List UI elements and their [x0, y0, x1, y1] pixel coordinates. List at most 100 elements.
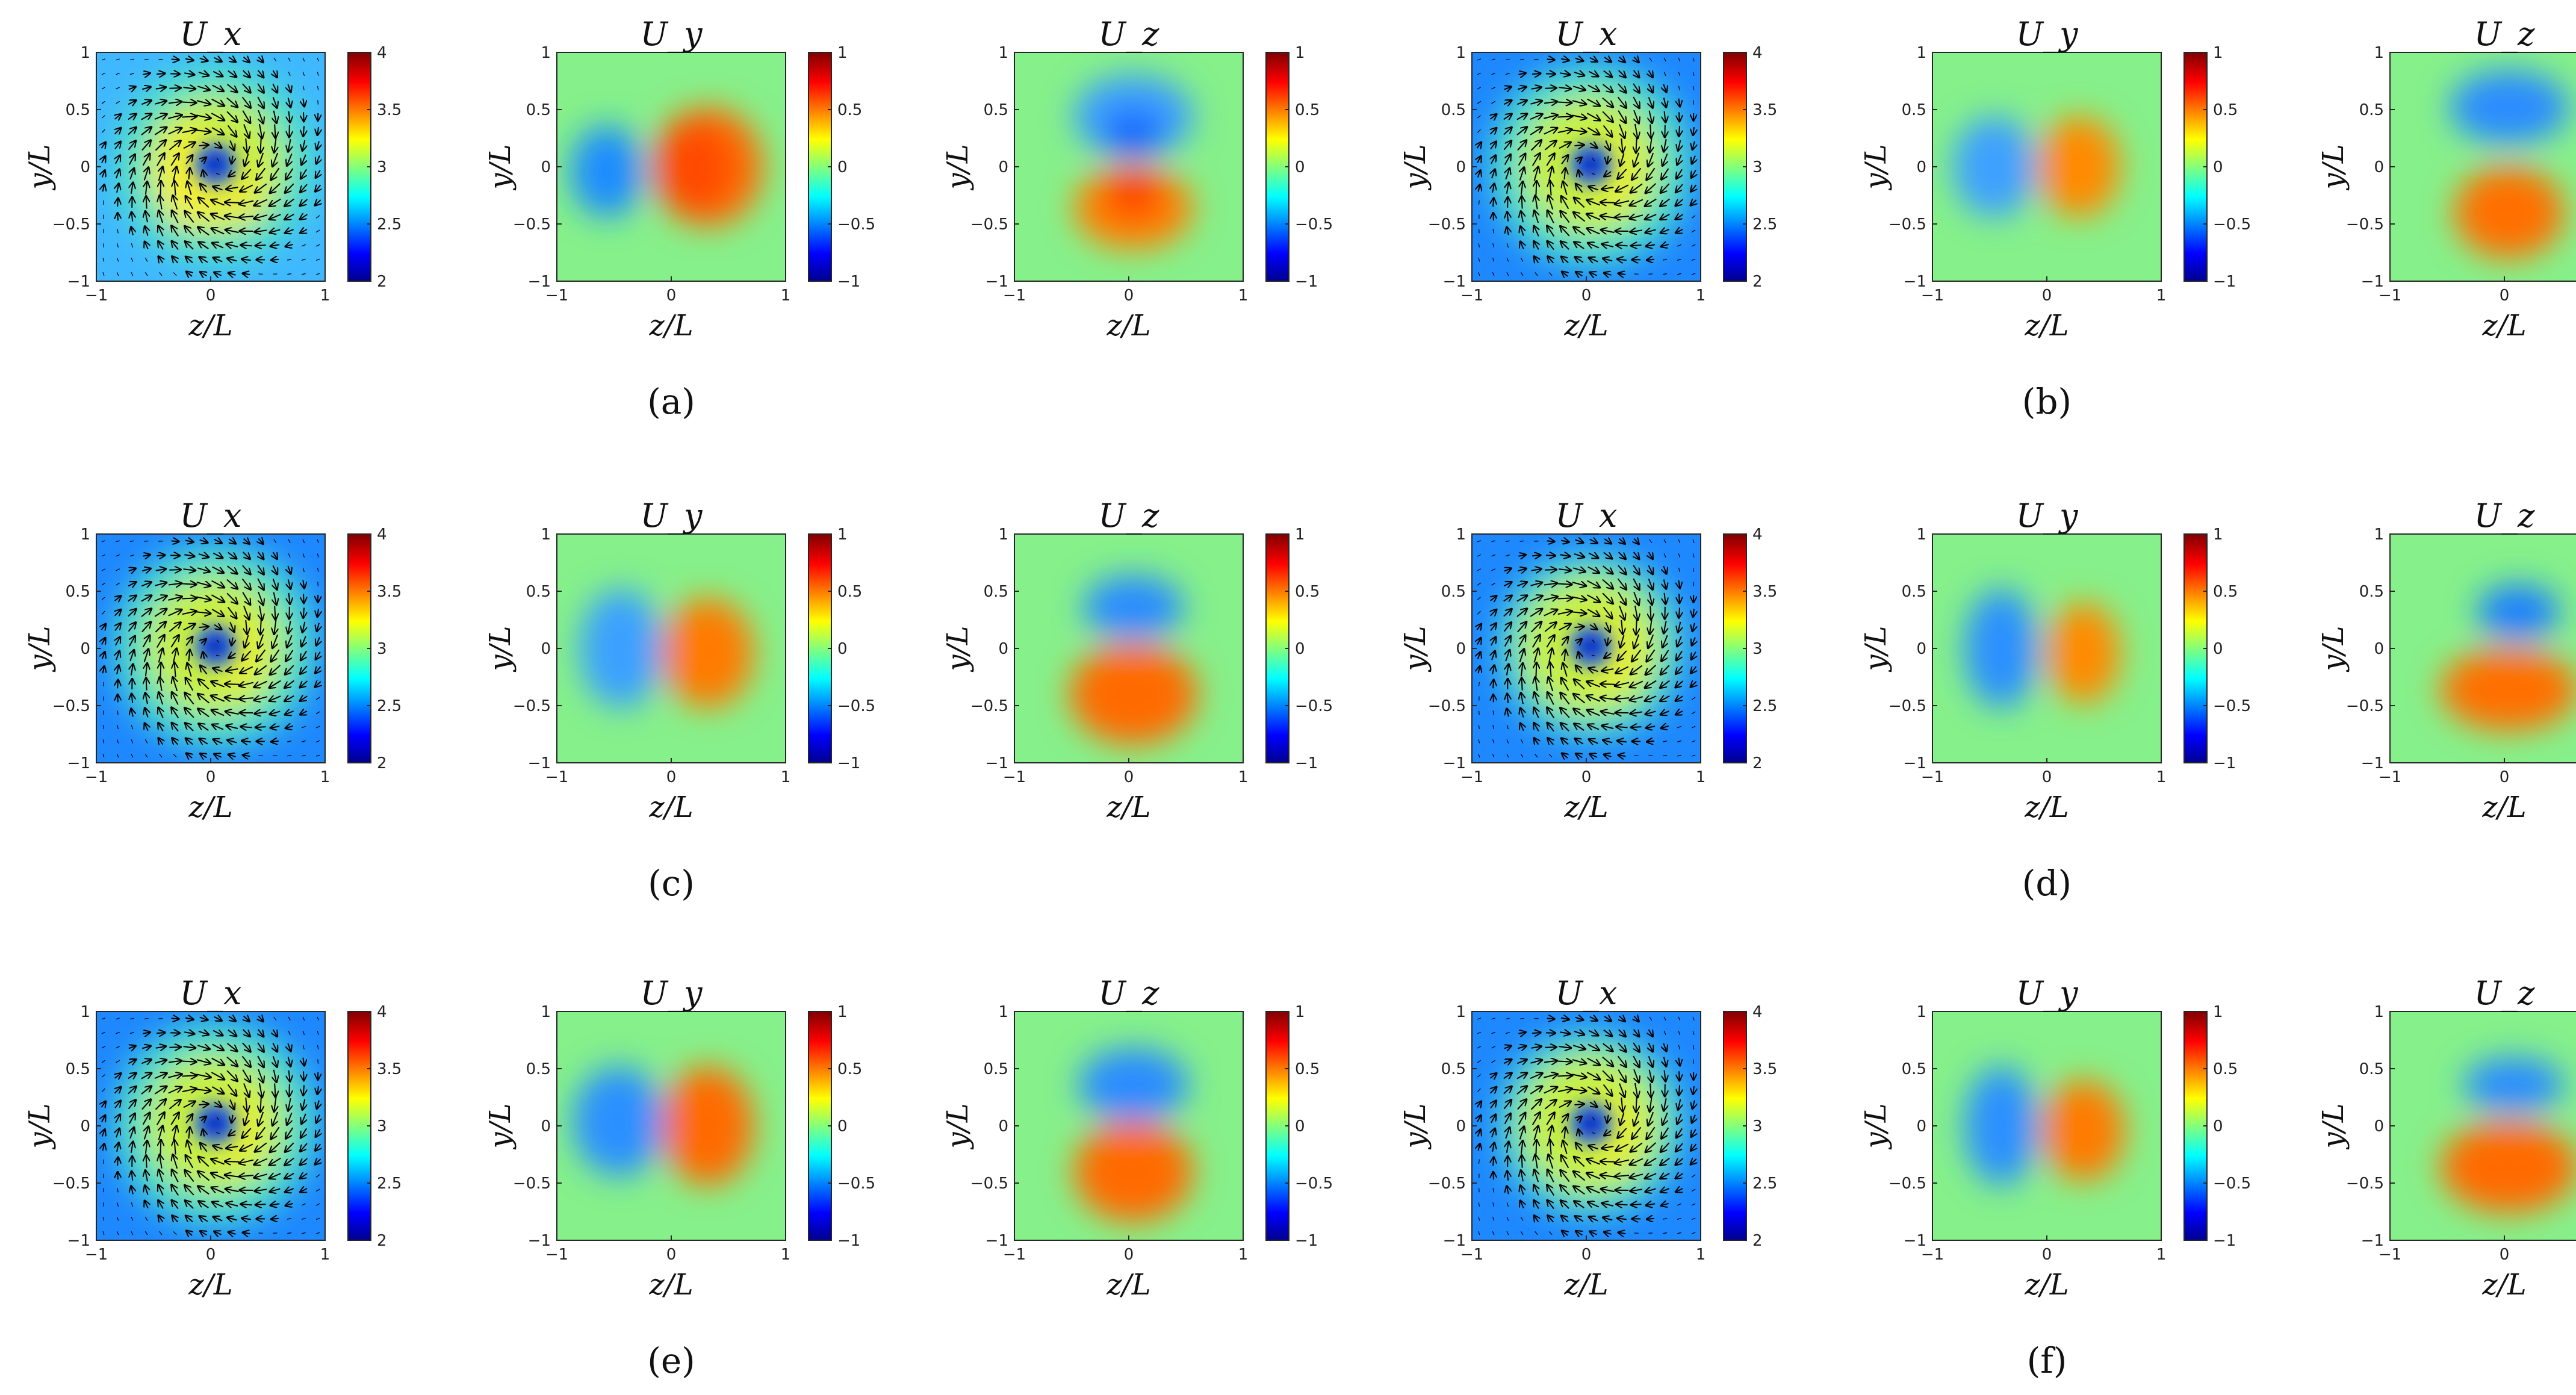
vector-arrow — [175, 663, 176, 677]
vector-arrow — [244, 57, 249, 63]
vector-arrow — [1535, 211, 1538, 223]
vector-arrow — [1648, 634, 1654, 648]
colorbar-tick-label: 1 — [837, 1003, 848, 1021]
x-tick-label: 1 — [1696, 768, 1706, 786]
vector-arrow — [274, 138, 276, 152]
vector-arrow — [1492, 725, 1495, 730]
vector-arrow — [273, 57, 277, 62]
vector-arrow — [1478, 1188, 1480, 1193]
vector-arrow — [227, 606, 237, 618]
vector-arrow — [1691, 697, 1696, 700]
u_z-title: U_z — [2474, 497, 2536, 535]
vector-arrow — [1619, 57, 1625, 63]
vector-arrow — [1589, 58, 1597, 61]
vector-arrow — [226, 725, 238, 729]
vector-arrow — [1561, 241, 1569, 250]
y-tick-label: 0 — [80, 1117, 90, 1136]
vector-arrow — [1507, 212, 1509, 222]
x-tick-label: −1 — [1003, 287, 1026, 305]
vector-arrow — [101, 554, 106, 557]
vector-arrow — [1503, 101, 1511, 104]
vector-arrow — [1520, 649, 1524, 662]
vector-arrow — [228, 258, 237, 261]
vector-arrow — [300, 199, 308, 205]
vector-arrow — [101, 611, 105, 615]
vector-arrow — [1650, 124, 1651, 137]
vector-arrow — [254, 697, 268, 700]
vector-arrow — [1477, 540, 1481, 542]
vector-arrow — [1630, 665, 1643, 674]
vector-arrow — [289, 111, 290, 122]
vector-arrow — [1550, 663, 1551, 677]
y-tick-label: 0.5 — [984, 1060, 1008, 1078]
vector-arrow — [258, 57, 263, 62]
vector-arrow — [116, 1018, 120, 1020]
vector-arrow — [1631, 245, 1642, 246]
vector-arrow — [131, 753, 134, 758]
vector-arrow — [1602, 244, 1614, 247]
vector-arrow — [1493, 695, 1494, 703]
colorbar-tick-label: −0.5 — [1295, 1175, 1333, 1193]
vector-arrow — [146, 1155, 147, 1168]
vector-arrow — [1477, 611, 1481, 615]
vector-arrow — [117, 1157, 118, 1166]
vector-arrow — [1663, 84, 1666, 92]
vector-arrow — [287, 259, 292, 261]
vector-arrow — [1631, 1204, 1642, 1205]
vector-arrow — [1650, 592, 1653, 604]
vector-arrow — [273, 552, 278, 559]
vector-arrow — [199, 257, 208, 263]
vector-arrow — [302, 621, 305, 632]
vector-arrow — [1506, 257, 1509, 262]
heatmap-field — [1073, 75, 1193, 249]
vector-arrow — [144, 257, 148, 262]
vector-arrow — [255, 183, 267, 192]
vector-arrow — [270, 198, 281, 207]
vector-arrow — [1592, 158, 1595, 161]
vector-arrow — [1635, 605, 1637, 620]
vector-arrow — [155, 101, 167, 104]
heatmap-blob — [570, 125, 644, 217]
colorbar-tick-label: 0 — [837, 1117, 848, 1136]
vector-arrow — [288, 84, 291, 92]
vector-arrow — [1602, 97, 1613, 107]
vector-arrow — [226, 712, 239, 714]
vector-arrow — [101, 115, 105, 119]
vector-arrow — [101, 101, 106, 104]
vector-arrow — [169, 623, 181, 632]
vector-arrow — [116, 170, 119, 179]
heatmap-blob — [2449, 70, 2569, 144]
vector-arrow — [168, 115, 182, 119]
vector-arrow — [1504, 155, 1510, 166]
colorbar-tick-label: −0.5 — [1295, 697, 1333, 715]
vector-arrow — [1677, 725, 1681, 729]
vector-arrow — [285, 214, 294, 219]
vector-arrow — [1587, 580, 1600, 588]
colorbar-tick-label: 0.5 — [2213, 1060, 2238, 1078]
vector-arrow — [171, 1018, 179, 1019]
vector-arrow — [1544, 102, 1557, 104]
vector-arrow — [315, 711, 320, 715]
vector-arrow — [1491, 114, 1497, 119]
vector-arrow — [232, 637, 233, 645]
x-axis-label: z/L — [2024, 309, 2069, 343]
vector-arrow — [1588, 725, 1600, 730]
colorbar-tick-label: −0.5 — [1295, 216, 1333, 234]
vector-arrow — [1693, 609, 1694, 617]
vector-arrow — [1618, 110, 1625, 123]
vector-arrow — [1492, 739, 1495, 744]
vector-arrow — [211, 200, 225, 206]
x-tick-label: 0 — [2042, 287, 2052, 305]
y-tick-label: 0 — [998, 640, 1008, 658]
u_x-title: U_x — [180, 15, 242, 53]
vector-arrow — [1516, 595, 1527, 602]
vector-arrow — [315, 258, 320, 261]
vector-arrow — [315, 725, 320, 729]
vector-arrow — [168, 610, 182, 617]
u_x-title: U_x — [180, 497, 242, 535]
vector-arrow — [317, 567, 319, 572]
vector-arrow — [1662, 244, 1669, 247]
vector-arrow — [211, 695, 225, 702]
y-tick-label: 0.5 — [984, 583, 1008, 601]
vector-arrow — [226, 579, 237, 589]
